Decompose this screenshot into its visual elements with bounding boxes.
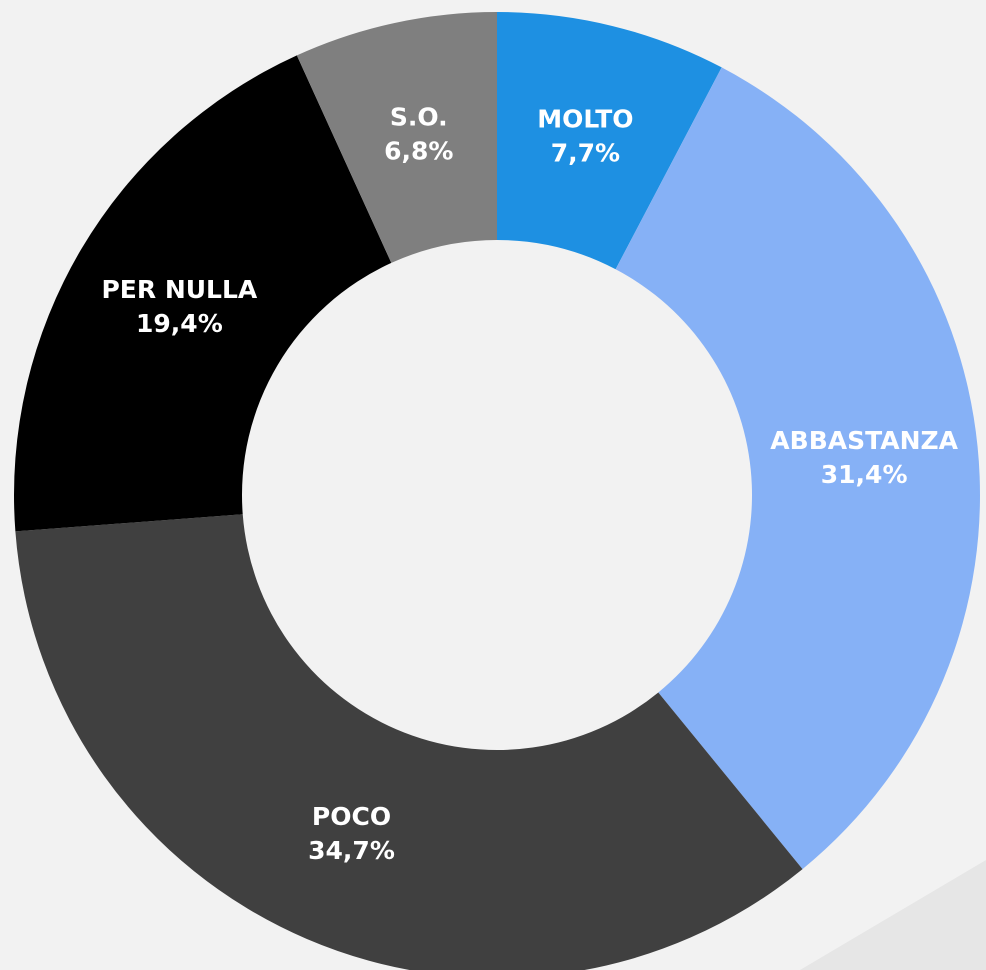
wedge	[15, 514, 803, 970]
value-label: 34,7%	[308, 836, 395, 865]
wedge	[615, 67, 980, 870]
wedge	[13, 55, 392, 532]
value-label: 19,4%	[136, 309, 223, 338]
category-label: S.O.	[390, 102, 448, 131]
category-label: ABBASTANZA	[770, 426, 958, 455]
labels: MOLTO 7,7% ABBASTANZA 31,4% POCO 34,7% PER NUL…	[101, 102, 958, 865]
category-label: MOLTO	[537, 105, 633, 134]
wedge	[497, 12, 722, 270]
category-label: POCO	[312, 802, 391, 831]
value-label: 7,7%	[551, 139, 620, 168]
value-label: 31,4%	[821, 460, 908, 489]
wedge	[296, 12, 497, 263]
category-label: PER NULLA	[101, 275, 257, 304]
decoration	[800, 860, 986, 970]
value-label: 6,8%	[384, 136, 453, 165]
wedges	[13, 12, 980, 970]
